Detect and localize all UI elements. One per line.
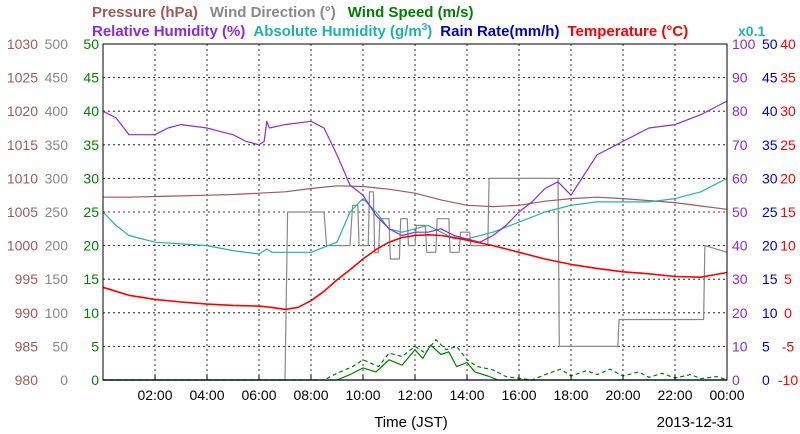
left-axis-tick-wind-direction: 350 <box>45 137 69 153</box>
left-axis-tick-wind-speed-m-s: 45 <box>83 70 99 86</box>
legend-wind-speed-m-s: Wind Speed (m/s) <box>348 4 474 21</box>
right-axis-tick-rain-rate-mm-h: 15 <box>762 271 778 287</box>
right-axis-tick-rain-rate-mm-h: 10 <box>762 305 778 321</box>
axis-labels: 02:00 04:00 06:00 08:00 10:00 12:00 14:00 16:00… <box>7 36 798 403</box>
left-axis-tick-wind-direction: 500 <box>45 36 69 52</box>
left-axis-tick-pressure-hpa: 1010 <box>7 170 38 186</box>
left-axis-tick-wind-speed-m-s: 15 <box>83 271 99 287</box>
right-axis-tick-rain-rate-mm-h: 35 <box>762 137 778 153</box>
legend-pressure-hpa: Pressure (hPa) <box>92 4 198 21</box>
right-axis-tick-relative-humidity: 30 <box>732 271 748 287</box>
left-axis-tick-wind-direction: 0 <box>60 372 68 388</box>
right-axis-tick-relative-humidity: 50 <box>732 204 748 220</box>
left-axis-tick-wind-speed-m-s: 35 <box>83 137 99 153</box>
left-axis-tick-wind-speed-m-s: 5 <box>91 338 99 354</box>
left-axis-tick-pressure-hpa: 1030 <box>7 36 38 52</box>
left-axis-tick-pressure-hpa: 990 <box>15 305 39 321</box>
legend-temperature-c: Temperature (°C) <box>567 23 688 40</box>
x-tick-label: 14:00 <box>449 387 484 403</box>
right-axis-tick-rain-rate-mm-h: 45 <box>762 70 778 86</box>
left-axis-tick-wind-speed-m-s: 20 <box>83 238 99 254</box>
right-axis-tick-relative-humidity: 20 <box>732 305 748 321</box>
x-tick-label: 12:00 <box>397 387 432 403</box>
left-axis-tick-wind-direction: 100 <box>45 305 69 321</box>
right-axis-tick-relative-humidity: 80 <box>732 103 748 119</box>
series-line-relative-humidity <box>102 100 728 243</box>
right-axis-tick-relative-humidity: 40 <box>732 238 748 254</box>
right-axis-tick-relative-humidity: 60 <box>732 170 748 186</box>
left-axis-tick-wind-speed-m-s: 30 <box>83 170 99 186</box>
left-axis-tick-wind-speed-m-s: 10 <box>83 305 99 321</box>
left-axis-tick-pressure-hpa: 1015 <box>7 137 38 153</box>
right-axis-tick-rain-rate-mm-h: 25 <box>762 204 778 220</box>
right-axis-tick-temperature-c: 30 <box>780 103 796 119</box>
left-axis-tick-wind-direction: 450 <box>45 70 69 86</box>
right-axis-tick-rain-rate-mm-h: 50 <box>762 36 778 52</box>
right-axis-tick-temperature-c: 15 <box>780 204 796 220</box>
series-line-wind-speed-gust-m-s <box>103 339 728 381</box>
right-axis-tick-temperature-c: 0 <box>784 305 792 321</box>
date-label: 2013-12-31 <box>657 414 734 431</box>
x-tick-label: 04:00 <box>189 387 224 403</box>
right-axis-tick-temperature-c: 35 <box>780 70 796 86</box>
right-axis-tick-temperature-c: 40 <box>780 36 796 52</box>
right-axis-tick-rain-rate-mm-h: 30 <box>762 170 778 186</box>
right-axis-tick-rain-rate-mm-h: 40 <box>762 103 778 119</box>
legend-scale-note: x0.1 <box>738 23 765 39</box>
right-axis-tick-relative-humidity: 90 <box>732 70 748 86</box>
legend-relative-humidity: Relative Humidity (%) <box>92 23 245 40</box>
legend-wind-direction: Wind Direction (°) <box>210 4 336 21</box>
x-tick-label: 00:00 <box>709 387 744 403</box>
left-axis-tick-wind-speed-m-s: 0 <box>91 372 99 388</box>
left-axis-tick-wind-direction: 200 <box>45 238 69 254</box>
right-axis-tick-temperature-c: -5 <box>782 338 795 354</box>
right-axis-tick-temperature-c: -10 <box>778 372 798 388</box>
left-axis-tick-wind-direction: 300 <box>45 170 69 186</box>
right-axis-tick-rain-rate-mm-h: 0 <box>762 372 770 388</box>
x-tick-label: 06:00 <box>241 387 276 403</box>
left-axis-tick-wind-direction: 150 <box>45 271 69 287</box>
left-axis-tick-pressure-hpa: 995 <box>15 271 39 287</box>
right-axis-tick-rain-rate-mm-h: 5 <box>762 338 770 354</box>
left-axis-tick-pressure-hpa: 1000 <box>7 238 38 254</box>
right-axis-tick-relative-humidity: 100 <box>732 36 756 52</box>
left-axis-tick-pressure-hpa: 985 <box>15 338 39 354</box>
right-axis-tick-temperature-c: 5 <box>784 271 792 287</box>
legend-absolute-humidity-g-m: Absolute Humidity (g/m3) <box>253 22 432 40</box>
left-axis-tick-pressure-hpa: 1005 <box>7 204 38 220</box>
x-tick-label: 10:00 <box>345 387 380 403</box>
right-axis-tick-relative-humidity: 10 <box>732 338 748 354</box>
right-axis-tick-temperature-c: 10 <box>780 238 796 254</box>
series-line-temperature-c <box>102 234 728 311</box>
series-line-wind-direction <box>103 177 728 381</box>
left-axis-tick-wind-speed-m-s: 50 <box>83 36 99 52</box>
right-axis-tick-rain-rate-mm-h: 20 <box>762 238 778 254</box>
right-axis-tick-relative-humidity: 0 <box>732 372 740 388</box>
grid <box>103 44 727 380</box>
right-axis-tick-relative-humidity: 70 <box>732 137 748 153</box>
right-axis-tick-temperature-c: 20 <box>780 170 796 186</box>
left-axis-tick-wind-direction: 250 <box>45 204 69 220</box>
left-axis-tick-pressure-hpa: 1020 <box>7 103 38 119</box>
x-tick-label: 18:00 <box>553 387 588 403</box>
x-tick-label: 20:00 <box>605 387 640 403</box>
left-axis-tick-wind-speed-m-s: 40 <box>83 103 99 119</box>
series-line-pressure-hpa <box>103 185 728 210</box>
left-axis-tick-wind-direction: 400 <box>45 103 69 119</box>
x-tick-label: 16:00 <box>501 387 536 403</box>
x-tick-label: 02:00 <box>137 387 172 403</box>
x-axis-title: Time (JST) <box>374 414 448 431</box>
left-axis-tick-pressure-hpa: 980 <box>15 372 39 388</box>
x-tick-label: 22:00 <box>657 387 692 403</box>
x-tick-label: 08:00 <box>293 387 328 403</box>
left-axis-tick-pressure-hpa: 1025 <box>7 70 38 86</box>
right-axis-tick-temperature-c: 25 <box>780 137 796 153</box>
legend-rain-rate-mm-h: Rain Rate(mm/h) <box>440 23 559 40</box>
left-axis-tick-wind-speed-m-s: 25 <box>83 204 99 220</box>
left-axis-tick-wind-direction: 50 <box>52 338 68 354</box>
legend: Pressure (hPa) Wind Direction (°) Wind Spe… <box>92 4 765 40</box>
